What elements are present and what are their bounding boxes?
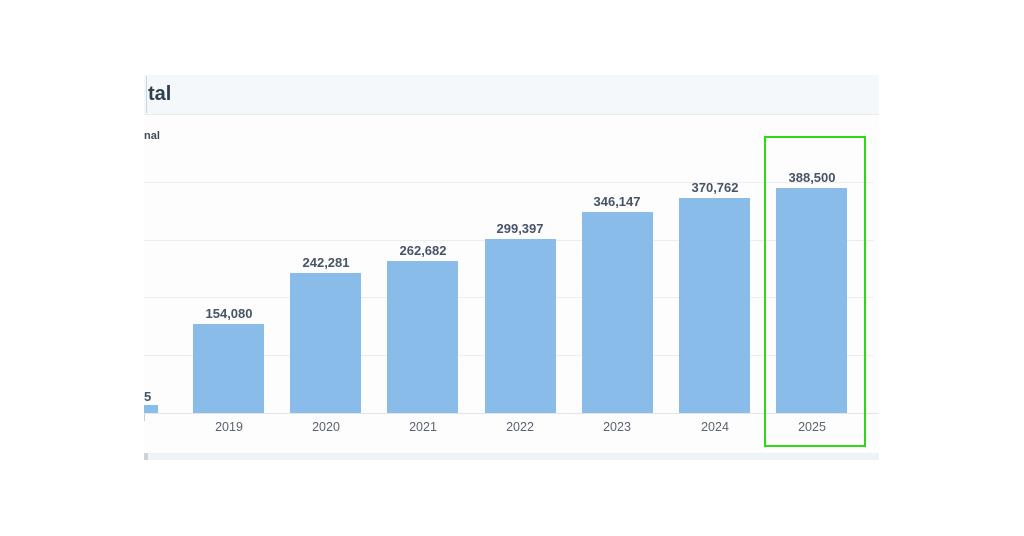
gridline [144, 182, 874, 183]
bar-2025[interactable] [776, 188, 847, 413]
x-axis-label-2023: 2023 [603, 420, 631, 434]
chart-card: nal 5 154,080 2019 242,281 2020 262,682 2021 2… [144, 115, 879, 453]
bar-value-label: 299,397 [496, 221, 544, 236]
x-axis-tick [144, 414, 145, 421]
bar-partial-value-label: 5 [144, 389, 152, 404]
bar-value-label: 346,147 [593, 194, 641, 209]
bar-value-label: 262,682 [399, 243, 447, 258]
x-axis-label-2024: 2024 [701, 420, 729, 434]
bar-2024[interactable] [679, 198, 750, 413]
bar-2019[interactable] [193, 324, 264, 413]
x-axis-line [144, 413, 879, 414]
bar-partial[interactable] [144, 405, 158, 413]
x-axis-label-2019: 2019 [215, 420, 243, 434]
header-left-edge [146, 76, 147, 113]
bar-2021[interactable] [387, 261, 458, 413]
bar-value-label: 388,500 [788, 170, 836, 185]
chart-sublabel: nal [144, 130, 160, 142]
bar-2020[interactable] [290, 273, 361, 413]
bar-2023[interactable] [582, 212, 653, 413]
highlight-box [764, 136, 866, 447]
plot-area: 5 154,080 2019 242,281 2020 262,682 2021 299,3… [144, 115, 879, 434]
x-axis-label-2022: 2022 [506, 420, 534, 434]
panel-header: tal [144, 75, 879, 115]
next-section-strip [144, 453, 879, 460]
bar-2022[interactable] [485, 239, 556, 413]
bar-value-label: 370,762 [691, 180, 739, 195]
x-axis-label-2020: 2020 [312, 420, 340, 434]
bar-value-label: 242,281 [302, 255, 350, 270]
panel-title: tal [148, 83, 172, 105]
x-axis-label-2021: 2021 [409, 420, 437, 434]
bar-value-label: 154,080 [205, 306, 253, 321]
x-axis-label-2025: 2025 [798, 420, 826, 434]
next-section-edge [144, 453, 148, 460]
